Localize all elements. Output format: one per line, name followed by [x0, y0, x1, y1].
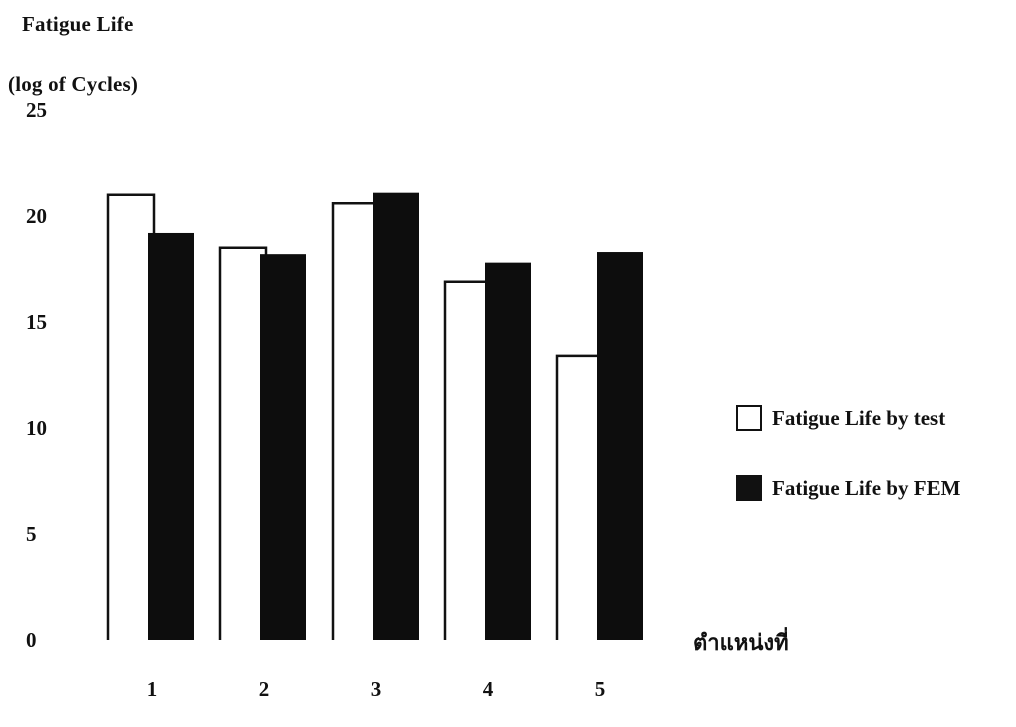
y-tick-label: 20: [26, 204, 47, 228]
x-axis-label: ตำแหน่งที่: [693, 626, 789, 656]
x-tick-label: 3: [371, 677, 382, 701]
x-tick-label: 5: [595, 677, 606, 701]
x-tick-label: 1: [147, 677, 158, 701]
bar-fem: [148, 232, 194, 640]
bar-fem: [485, 262, 531, 640]
legend-swatch-test: [736, 405, 762, 431]
x-tick-label: 2: [259, 677, 270, 701]
x-tick-label: 4: [483, 677, 494, 701]
legend-swatch-fem: [736, 475, 762, 501]
bar-test: [331, 202, 381, 640]
bar-test: [555, 354, 605, 640]
legend-label-test: Fatigue Life by test: [772, 405, 946, 430]
y-tick-label: 5: [26, 522, 37, 546]
y-tick-label: 10: [26, 416, 47, 440]
y-tick-label: 15: [26, 310, 47, 334]
legend-item-fem: Fatigue Life by FEM: [736, 475, 960, 501]
bar-fem: [260, 254, 306, 640]
chart-title-line-2: (log of Cycles): [8, 72, 139, 96]
bar-fem: [597, 252, 643, 641]
chart-title-line-1: Fatigue Life: [22, 12, 134, 36]
bar-fem: [373, 192, 419, 640]
bar-test: [106, 193, 156, 640]
y-tick-label: 0: [26, 628, 37, 652]
legend-label-fem: Fatigue Life by FEM: [772, 475, 961, 500]
bar-test: [218, 246, 268, 640]
legend-item-test: Fatigue Life by test: [736, 405, 945, 431]
bar-test: [443, 280, 493, 640]
y-tick-label: 25: [26, 98, 47, 122]
